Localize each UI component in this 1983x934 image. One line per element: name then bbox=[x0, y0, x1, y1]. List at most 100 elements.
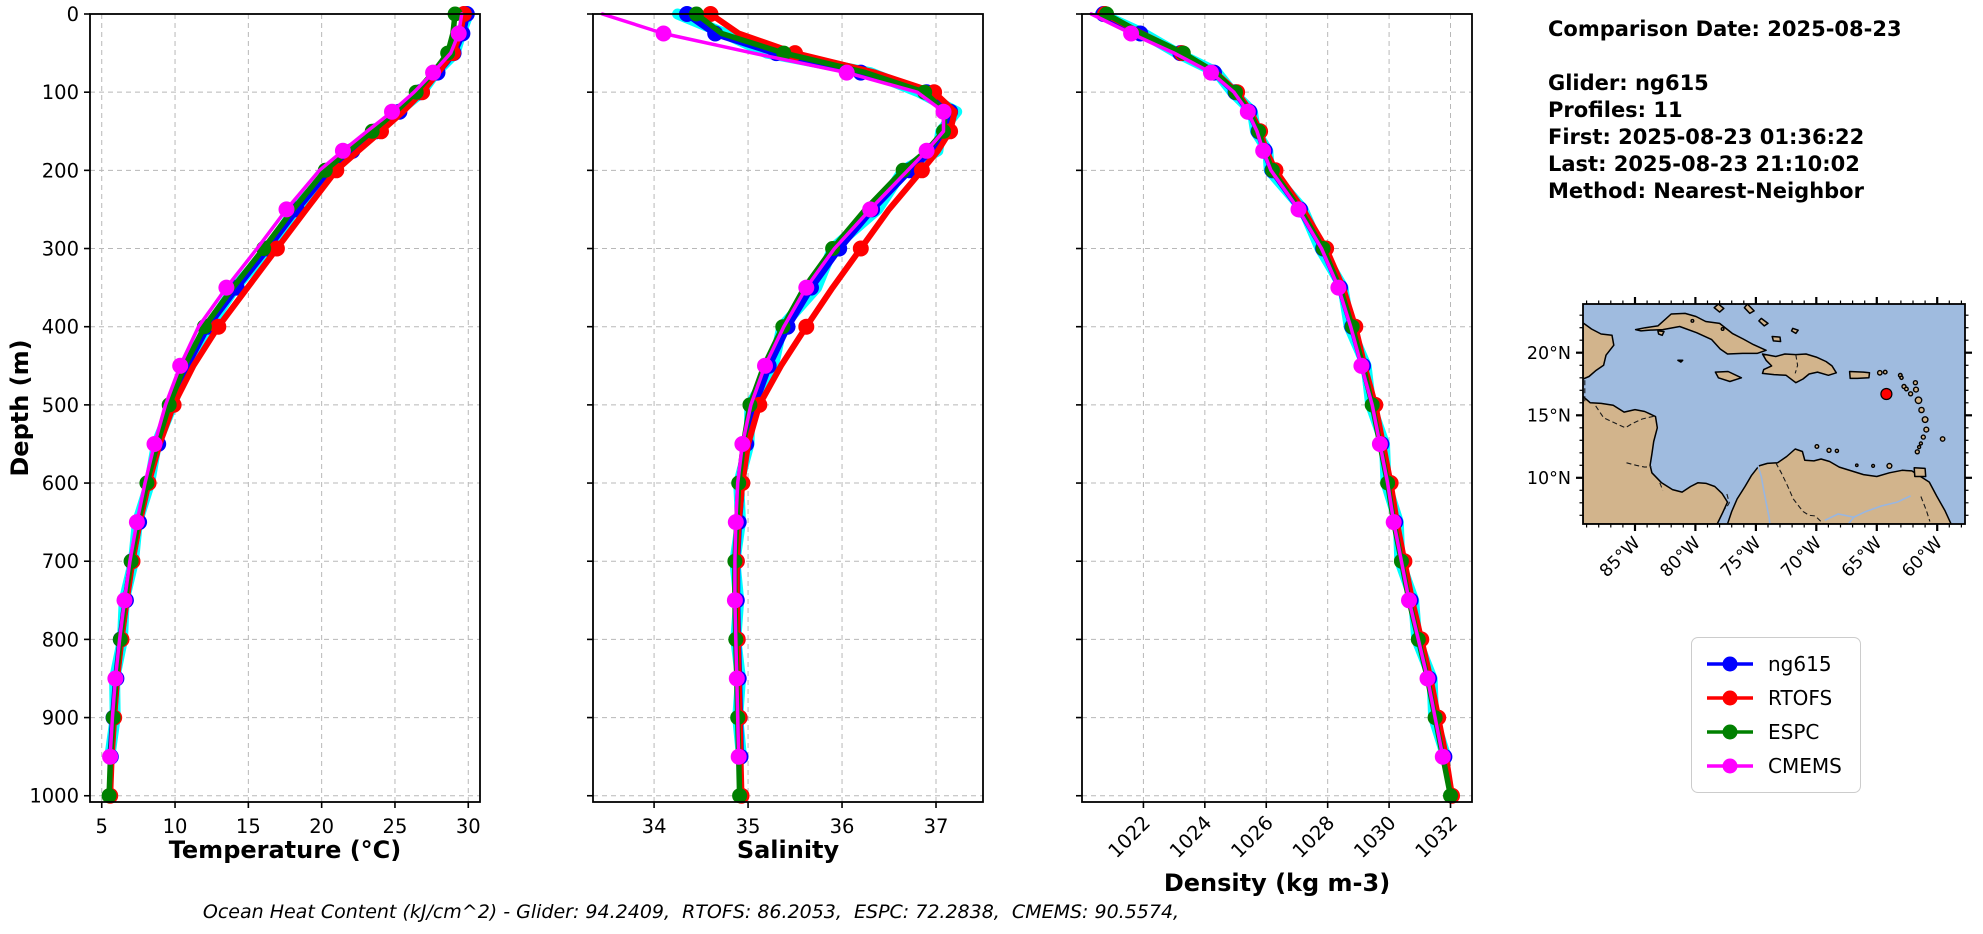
legend-label: ESPC bbox=[1768, 720, 1820, 744]
map-lon-label: 80°W bbox=[1657, 533, 1705, 581]
map-lon-label: 85°W bbox=[1596, 533, 1644, 581]
first-profile-time-text: First: 2025-08-23 01:36:22 bbox=[1548, 125, 1865, 149]
info-gap bbox=[1548, 43, 1902, 70]
tick-marks bbox=[84, 13, 470, 808]
density-plot: 1022 1024 1026 1028 1030 1032 Density (kg m-3) bbox=[1076, 6, 1473, 897]
x-tick-label: 35 bbox=[736, 815, 761, 838]
gridlines bbox=[90, 13, 480, 802]
x-tick-label: 36 bbox=[830, 815, 855, 838]
gridlines bbox=[1082, 13, 1472, 802]
tick-labels: 34 35 36 37 bbox=[642, 815, 949, 838]
series-markers-CMEMS bbox=[655, 25, 952, 765]
map-lat-label: 20°N bbox=[1527, 344, 1571, 364]
y-tick-label: 500 bbox=[42, 394, 79, 417]
y-tick-label: 400 bbox=[42, 316, 79, 339]
comparison-date-text: Comparison Date: 2025-08-23 bbox=[1548, 17, 1902, 41]
map-inset: 20°N 15°N 10°N 85°W 80°W 75°W 70°W 65°W 60°W bbox=[1527, 297, 1972, 582]
profiles-count-text: Profiles: 11 bbox=[1548, 98, 1683, 122]
y-tick-label: 800 bbox=[42, 628, 79, 651]
axes-spines bbox=[592, 13, 984, 803]
map-lon-label: 75°W bbox=[1717, 533, 1765, 581]
x-tick-label: 5 bbox=[96, 815, 108, 838]
glider-location-marker bbox=[1880, 387, 1893, 401]
map-tick-marks bbox=[1576, 297, 1972, 531]
x-tick-label: 1030 bbox=[1349, 811, 1400, 862]
legend-entry-RTOFS: RTOFS bbox=[1704, 681, 1842, 715]
legend-line-swatch bbox=[1707, 724, 1753, 740]
tick-labels: 1022 1024 1026 1028 1030 1032 bbox=[1104, 811, 1462, 862]
gridlines bbox=[593, 13, 983, 802]
info-panel: Comparison Date: 2025-08-23 Glider: ng61… bbox=[1548, 16, 1902, 205]
map-land bbox=[1583, 304, 1952, 524]
series-line-ng615 bbox=[1100, 10, 1448, 761]
x-tick-label: 34 bbox=[642, 815, 667, 838]
map-frame bbox=[1582, 303, 1966, 525]
axes-spines bbox=[1081, 13, 1473, 803]
legend-label: RTOFS bbox=[1768, 686, 1833, 710]
map-lon-label: 60°W bbox=[1898, 533, 1946, 581]
series-markers-ng615 bbox=[679, 6, 959, 765]
series-markers-RTOFS bbox=[1097, 6, 1460, 804]
salinity-plot: 34 35 36 37 Salinity bbox=[587, 6, 984, 864]
legend-label: ng615 bbox=[1768, 652, 1832, 676]
y-tick-label: 700 bbox=[42, 550, 79, 573]
map-lon-label: 70°W bbox=[1778, 533, 1826, 581]
series-markers-ESPC bbox=[1099, 6, 1458, 804]
x-tick-label: 20 bbox=[309, 815, 334, 838]
series-line-ng615 bbox=[107, 10, 471, 761]
temperature-plot: 5 10 15 20 25 3001002003004005006007008009001… bbox=[29, 3, 481, 864]
tick-marks bbox=[587, 13, 937, 808]
series-line-glider-raw bbox=[104, 8, 474, 763]
legend-entry-ng615: ng615 bbox=[1704, 647, 1842, 681]
x-tick-label: 1028 bbox=[1288, 811, 1339, 862]
series-line-glider-raw bbox=[1094, 8, 1452, 763]
x-tick-label: 1026 bbox=[1226, 811, 1277, 862]
legend-entry-CMEMS: CMEMS bbox=[1704, 749, 1842, 783]
ohc-caption: Ocean Heat Content (kJ/cm^2) - Glider: 9… bbox=[202, 901, 1180, 923]
x-axis-title: Salinity bbox=[737, 836, 840, 864]
series-line-CMEMS bbox=[1089, 12, 1445, 759]
series-markers-ng615 bbox=[102, 6, 475, 765]
x-axis-title: Temperature (°C) bbox=[169, 836, 402, 864]
y-tick-label: 0 bbox=[67, 3, 79, 26]
method-text: Method: Nearest-Neighbor bbox=[1548, 179, 1864, 203]
y-axis-title: Depth (m) bbox=[6, 339, 34, 476]
y-tick-label: 600 bbox=[42, 472, 79, 495]
legend-label: CMEMS bbox=[1768, 754, 1842, 778]
y-tick-label: 100 bbox=[42, 81, 79, 104]
legend: ng615 RTOFS ESPC CMEMS bbox=[1691, 637, 1861, 793]
map-lat-label: 15°N bbox=[1527, 406, 1571, 426]
y-tick-label: 300 bbox=[42, 238, 79, 261]
x-tick-label: 25 bbox=[383, 815, 408, 838]
last-profile-time-text: Last: 2025-08-23 21:10:02 bbox=[1548, 152, 1860, 176]
series-line-glider-raw bbox=[672, 8, 963, 763]
series-markers-CMEMS bbox=[1123, 25, 1451, 765]
tick-labels: 5 10 15 20 25 3001002003004005006007008009001… bbox=[29, 3, 480, 838]
x-axis-title: Density (kg m-3) bbox=[1164, 869, 1390, 897]
x-tick-label: 10 bbox=[163, 815, 188, 838]
y-tick-label: 1000 bbox=[29, 785, 79, 808]
map-lat-label: 10°N bbox=[1527, 469, 1571, 489]
legend-line-swatch bbox=[1707, 758, 1753, 774]
x-tick-label: 30 bbox=[456, 815, 481, 838]
series-group bbox=[600, 6, 963, 804]
series-line-ng615 bbox=[683, 10, 954, 761]
series-line-CMEMS bbox=[108, 12, 464, 759]
series-markers-CMEMS bbox=[102, 25, 467, 765]
axes-spines bbox=[89, 13, 481, 803]
x-tick-label: 1032 bbox=[1411, 811, 1462, 862]
x-tick-label: 15 bbox=[236, 815, 261, 838]
legend-line-swatch bbox=[1707, 656, 1753, 672]
x-tick-label: 1022 bbox=[1104, 811, 1155, 862]
tick-marks bbox=[1076, 13, 1452, 808]
series-group bbox=[101, 6, 475, 804]
series-group bbox=[1089, 6, 1460, 804]
x-tick-label: 37 bbox=[924, 815, 949, 838]
series-markers-ng615 bbox=[1095, 6, 1453, 765]
y-tick-label: 200 bbox=[42, 159, 79, 182]
y-tick-label: 900 bbox=[42, 707, 79, 730]
map-rivers bbox=[1756, 464, 1911, 524]
legend-entry-ESPC: ESPC bbox=[1704, 715, 1842, 749]
